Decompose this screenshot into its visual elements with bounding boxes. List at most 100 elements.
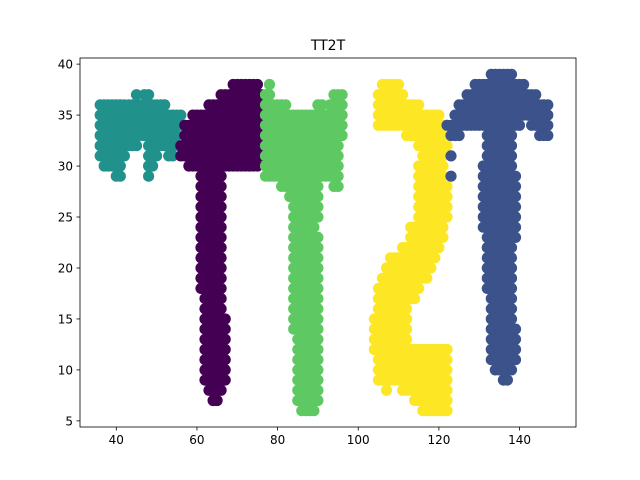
data-point	[441, 180, 453, 192]
axes-layer: 40 60 80 100 120 140 5 10 15 20 25 30 35 40	[58, 57, 577, 447]
data-point	[143, 170, 155, 182]
data-point	[445, 170, 457, 182]
data-point	[413, 282, 425, 294]
data-point	[336, 89, 348, 101]
data-point	[219, 364, 231, 376]
data-point	[509, 211, 522, 223]
data-point	[441, 394, 453, 407]
data-point	[441, 384, 453, 396]
data-point	[336, 119, 348, 131]
data-point	[219, 333, 231, 345]
data-point	[437, 221, 449, 233]
data-point	[441, 201, 453, 213]
data-point	[505, 262, 518, 274]
data-point	[215, 303, 227, 315]
data-point	[215, 272, 227, 284]
series-1-points	[175, 78, 268, 407]
data-point	[437, 170, 449, 182]
data-point	[263, 89, 276, 101]
data-point	[215, 262, 227, 274]
y-tick-label: 40	[58, 58, 73, 72]
data-point	[509, 231, 522, 243]
data-point	[114, 160, 126, 172]
data-point	[118, 150, 130, 162]
data-point	[336, 109, 348, 121]
data-point	[542, 109, 554, 121]
data-point	[312, 180, 324, 192]
data-point	[509, 201, 522, 213]
data-point	[312, 323, 324, 335]
data-point	[542, 119, 554, 131]
data-point	[437, 150, 449, 162]
data-point	[441, 140, 453, 152]
data-point	[312, 374, 324, 386]
data-point	[421, 272, 433, 284]
data-point	[518, 78, 530, 91]
data-point	[215, 252, 227, 264]
y-tick-label: 10	[58, 363, 73, 377]
x-tick-label: 60	[189, 433, 204, 447]
chart-title: TT2T	[310, 38, 346, 54]
data-point	[147, 160, 159, 172]
data-point	[312, 201, 324, 213]
x-tick-label: 120	[427, 433, 450, 447]
data-point	[312, 272, 324, 284]
data-point	[312, 242, 324, 254]
data-point	[433, 109, 445, 121]
data-point	[312, 262, 324, 274]
data-point	[130, 140, 143, 152]
data-point	[312, 333, 324, 345]
data-point	[401, 303, 413, 315]
series-4-points	[441, 68, 554, 386]
data-point	[509, 191, 522, 203]
data-point	[441, 191, 453, 203]
y-tick-label: 5	[65, 414, 73, 428]
data-point	[251, 78, 263, 91]
data-point	[332, 150, 344, 162]
data-point	[308, 405, 320, 417]
data-point	[215, 180, 227, 192]
data-point	[380, 384, 393, 396]
data-point	[437, 129, 449, 142]
data-point	[215, 170, 227, 182]
data-point	[425, 262, 437, 274]
data-point	[401, 333, 413, 345]
data-point	[143, 89, 155, 101]
data-point	[505, 129, 518, 142]
data-point	[505, 160, 518, 172]
points-layer	[94, 68, 554, 417]
data-point	[542, 99, 554, 111]
data-point	[429, 252, 441, 264]
data-point	[505, 242, 518, 254]
data-point	[397, 89, 409, 101]
data-point	[441, 374, 453, 386]
x-tick-label: 80	[270, 433, 285, 447]
data-point	[312, 354, 324, 366]
x-tick-label: 100	[347, 433, 370, 447]
data-point	[130, 89, 143, 101]
data-point	[542, 129, 554, 142]
data-point	[505, 293, 518, 305]
data-point	[441, 343, 453, 356]
data-point	[509, 170, 522, 182]
data-point	[332, 170, 344, 182]
data-point	[437, 160, 449, 172]
data-point	[505, 272, 518, 284]
data-point	[312, 282, 324, 294]
data-point	[171, 129, 183, 142]
data-point	[312, 343, 324, 356]
data-point	[219, 354, 231, 366]
data-point	[441, 364, 453, 376]
data-point	[505, 252, 518, 264]
data-point	[159, 99, 171, 111]
data-point	[401, 313, 413, 325]
data-point	[215, 221, 227, 233]
data-point	[445, 150, 457, 162]
data-point	[509, 354, 522, 366]
data-point	[312, 211, 324, 223]
data-point	[409, 293, 421, 305]
data-point	[251, 160, 263, 172]
data-point	[505, 313, 518, 325]
data-point	[401, 323, 413, 335]
